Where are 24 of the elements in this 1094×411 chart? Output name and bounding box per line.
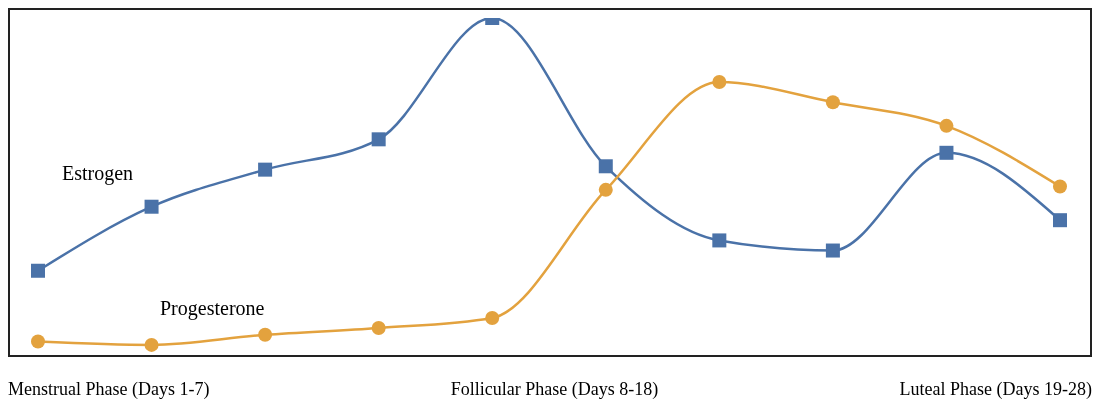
point bbox=[712, 233, 727, 248]
text: Luteal Phase (Days 19-28) bbox=[899, 379, 1092, 400]
point bbox=[31, 263, 45, 278]
point bbox=[939, 118, 954, 133]
point bbox=[712, 75, 727, 90]
point bbox=[31, 334, 45, 349]
point bbox=[258, 327, 273, 342]
series-label: Estrogen bbox=[62, 162, 134, 185]
text: Menstrual Phase (Days 1-7) bbox=[8, 379, 210, 400]
text: Follicular Phase (Days 8-18) bbox=[450, 379, 659, 400]
point bbox=[144, 199, 159, 214]
series-label: Progesterone bbox=[160, 297, 265, 320]
point bbox=[371, 132, 386, 147]
point bbox=[598, 182, 613, 197]
point bbox=[825, 243, 840, 258]
point bbox=[144, 337, 159, 352]
point bbox=[485, 310, 500, 325]
point bbox=[1053, 213, 1067, 228]
point bbox=[371, 321, 386, 336]
point bbox=[1053, 179, 1067, 194]
point bbox=[939, 145, 954, 160]
point bbox=[825, 95, 840, 110]
point bbox=[598, 159, 613, 174]
point bbox=[258, 162, 273, 177]
